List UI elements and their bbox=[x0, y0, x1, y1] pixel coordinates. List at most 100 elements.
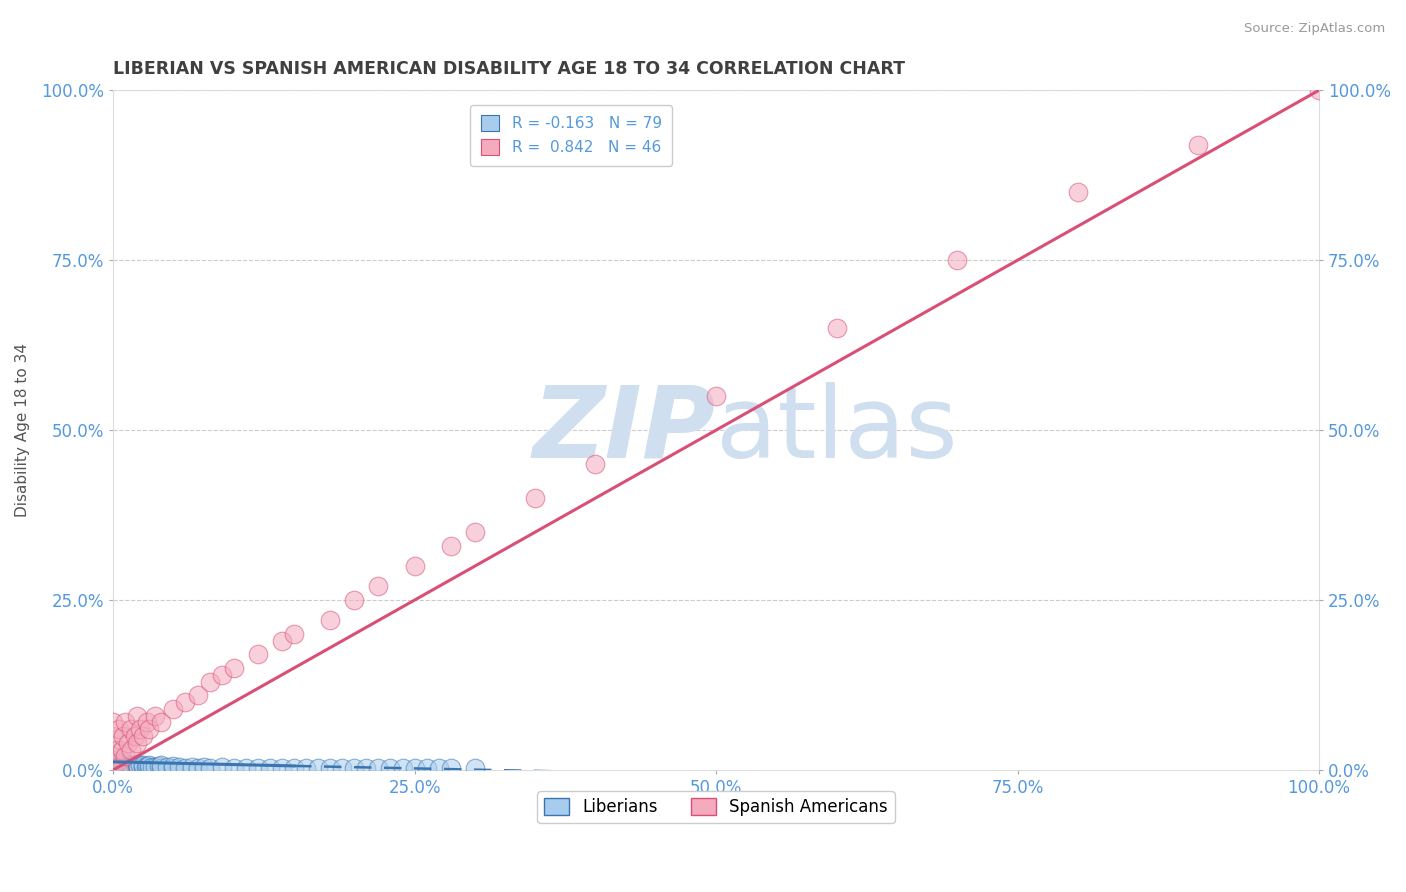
Y-axis label: Disability Age 18 to 34: Disability Age 18 to 34 bbox=[15, 343, 30, 517]
Point bbox=[141, 760, 163, 774]
Point bbox=[380, 761, 402, 775]
Point bbox=[404, 761, 426, 775]
Text: Source: ZipAtlas.com: Source: ZipAtlas.com bbox=[1244, 22, 1385, 36]
Point bbox=[464, 525, 486, 540]
Point bbox=[107, 761, 129, 775]
Point bbox=[120, 757, 142, 772]
Point bbox=[193, 760, 215, 774]
Text: LIBERIAN VS SPANISH AMERICAN DISABILITY AGE 18 TO 34 CORRELATION CHART: LIBERIAN VS SPANISH AMERICAN DISABILITY … bbox=[112, 60, 905, 78]
Point bbox=[101, 756, 124, 771]
Point bbox=[162, 702, 184, 716]
Point bbox=[135, 759, 157, 773]
Point bbox=[415, 761, 437, 775]
Point bbox=[271, 761, 294, 775]
Point bbox=[112, 757, 135, 772]
Point bbox=[404, 559, 426, 574]
Point bbox=[367, 761, 389, 775]
Point bbox=[1308, 83, 1330, 97]
Point bbox=[108, 723, 131, 737]
Point bbox=[117, 759, 139, 773]
Point bbox=[235, 761, 257, 775]
Point bbox=[174, 695, 197, 709]
Text: ZIP: ZIP bbox=[533, 382, 716, 479]
Point bbox=[108, 759, 131, 773]
Point bbox=[101, 757, 124, 772]
Point bbox=[464, 761, 486, 775]
Point bbox=[111, 759, 134, 773]
Point bbox=[108, 756, 131, 771]
Point bbox=[295, 761, 318, 775]
Point bbox=[143, 759, 166, 773]
Point bbox=[138, 761, 160, 775]
Point bbox=[283, 761, 305, 775]
Point bbox=[110, 760, 132, 774]
Point bbox=[111, 756, 134, 771]
Point bbox=[211, 668, 233, 682]
Point bbox=[105, 742, 128, 756]
Point bbox=[1067, 186, 1090, 200]
Point bbox=[1187, 137, 1209, 152]
Point bbox=[127, 708, 149, 723]
Point bbox=[187, 688, 209, 702]
Point bbox=[101, 758, 124, 772]
Point bbox=[704, 389, 727, 403]
Point bbox=[114, 761, 136, 775]
Point bbox=[117, 756, 139, 771]
Point bbox=[246, 648, 269, 662]
Point bbox=[180, 760, 202, 774]
Point bbox=[121, 759, 143, 773]
Point bbox=[524, 491, 547, 505]
Point bbox=[162, 759, 184, 773]
Point bbox=[101, 759, 124, 773]
Point bbox=[946, 253, 969, 268]
Point bbox=[101, 762, 124, 776]
Point bbox=[132, 729, 155, 743]
Point bbox=[127, 761, 149, 775]
Point bbox=[111, 729, 134, 743]
Point bbox=[246, 761, 269, 775]
Point bbox=[135, 759, 157, 773]
Point bbox=[135, 715, 157, 730]
Point bbox=[143, 708, 166, 723]
Point bbox=[128, 723, 150, 737]
Point bbox=[101, 715, 124, 730]
Point bbox=[101, 756, 124, 771]
Point bbox=[150, 715, 173, 730]
Point bbox=[101, 753, 124, 767]
Point bbox=[108, 763, 131, 777]
Point bbox=[319, 761, 342, 775]
Point bbox=[114, 755, 136, 769]
Text: atlas: atlas bbox=[716, 382, 957, 479]
Point bbox=[127, 756, 149, 771]
Legend: Liberians, Spanish Americans: Liberians, Spanish Americans bbox=[537, 791, 894, 822]
Point bbox=[259, 761, 281, 775]
Point bbox=[117, 736, 139, 750]
Point bbox=[132, 760, 155, 774]
Point bbox=[110, 758, 132, 772]
Point bbox=[174, 761, 197, 775]
Point bbox=[440, 539, 463, 553]
Point bbox=[222, 761, 245, 775]
Point bbox=[169, 760, 191, 774]
Point bbox=[104, 759, 127, 773]
Point bbox=[138, 723, 160, 737]
Point bbox=[356, 761, 378, 775]
Point bbox=[124, 729, 146, 743]
Point bbox=[108, 763, 131, 777]
Point bbox=[101, 756, 124, 771]
Point bbox=[118, 759, 141, 773]
Point bbox=[391, 761, 413, 775]
Point bbox=[132, 757, 155, 772]
Point bbox=[427, 761, 450, 775]
Point bbox=[101, 755, 124, 769]
Point bbox=[198, 674, 221, 689]
Point bbox=[101, 763, 124, 777]
Point bbox=[127, 736, 149, 750]
Point bbox=[156, 760, 179, 774]
Point bbox=[319, 614, 342, 628]
Point bbox=[101, 761, 124, 775]
Point bbox=[105, 757, 128, 772]
Point bbox=[440, 761, 463, 775]
Point bbox=[120, 742, 142, 756]
Point bbox=[825, 321, 848, 335]
